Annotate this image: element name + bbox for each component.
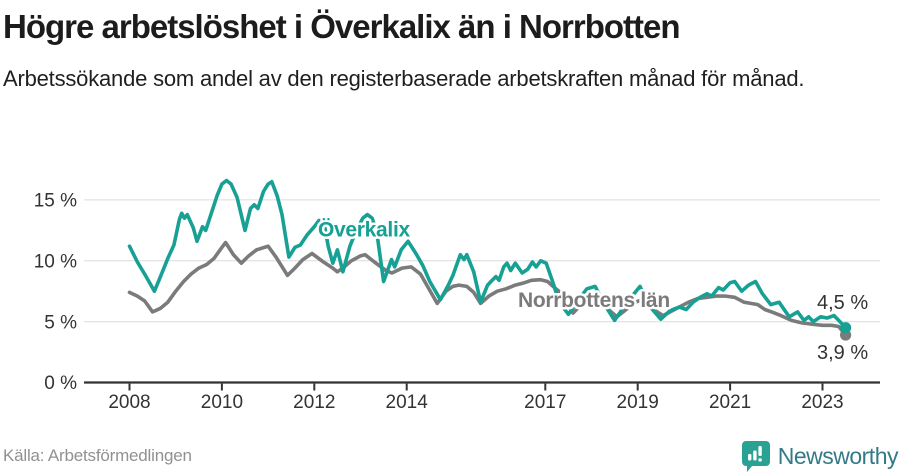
- newsworthy-icon: [741, 441, 770, 472]
- series-line-overkalix: [127, 178, 848, 330]
- end-value-norrbotten: 3,9 %: [817, 342, 868, 364]
- x-axis-labels: 2008 2010 2012 2014 2017 2019 2021 2023: [108, 392, 843, 413]
- series-label-overkalix: Överkalix: [318, 219, 410, 242]
- y-tick-label: 5 %: [44, 312, 77, 333]
- x-tick-label: 2023: [801, 392, 843, 413]
- y-tick-label: 0 %: [44, 373, 77, 394]
- series-end-dot-overkalix: [840, 322, 852, 334]
- end-value-overkalix: 4,5 %: [817, 292, 868, 314]
- x-tick-label: 2010: [201, 392, 243, 413]
- page-subtitle: Arbetssökande som andel av den registerb…: [3, 66, 805, 91]
- page-title: Högre arbetslöshet i Överkalix än i Norr…: [3, 8, 681, 45]
- x-tick-label: 2019: [617, 392, 659, 413]
- x-axis-ticks: [128, 383, 824, 391]
- series-line-norrbotten: [127, 240, 848, 337]
- newsworthy-wordmark: Newsworthy: [777, 442, 899, 469]
- y-tick-label: 15 %: [34, 191, 77, 212]
- x-tick-label: 2017: [524, 392, 566, 413]
- y-tick-label: 10 %: [34, 251, 77, 272]
- bar-chart-glyph: [747, 446, 762, 462]
- x-tick-label: 2012: [293, 392, 335, 413]
- x-tick-label: 2014: [386, 392, 429, 413]
- x-tick-label: 2021: [709, 392, 751, 413]
- y-axis-labels: 0 % 5 % 10 % 15 %: [34, 191, 77, 395]
- newsworthy-logo[interactable]: Newsworthy: [741, 440, 899, 472]
- source-note: Källa: Arbetsförmedlingen: [3, 446, 192, 465]
- x-tick-label: 2008: [108, 392, 150, 413]
- series-label-norrbotten: Norrbottens län: [518, 289, 670, 312]
